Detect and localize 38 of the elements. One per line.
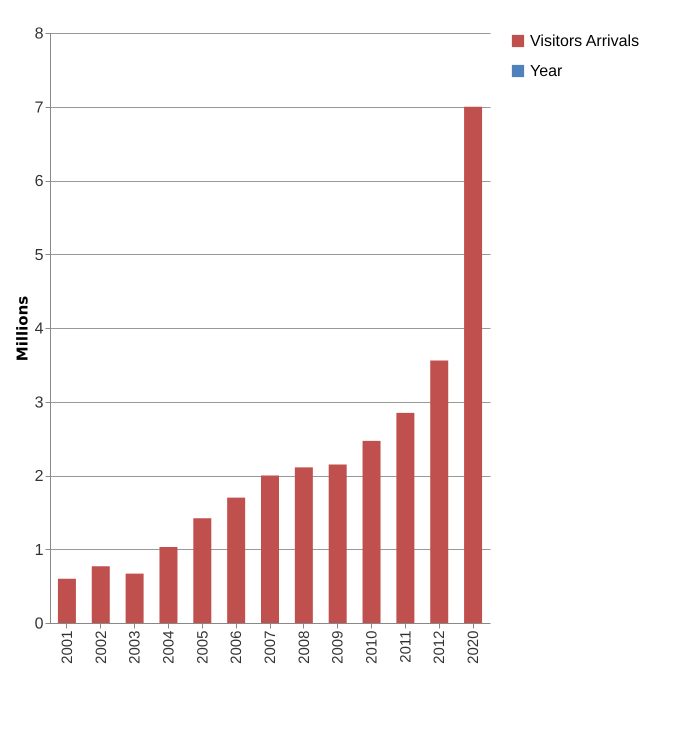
- bar: [464, 106, 482, 623]
- y-tick-label: 3: [34, 394, 44, 412]
- bar: [92, 566, 110, 623]
- bar: [193, 518, 212, 623]
- y-tick-label: 5: [34, 246, 44, 264]
- y-tick-label: 0: [34, 616, 44, 632]
- x-tick-label: 2008: [296, 630, 313, 664]
- legend-label: Visitors Arrivals: [530, 33, 640, 50]
- y-tick-label: 2: [34, 468, 44, 485]
- bar: [126, 574, 144, 623]
- x-tick-label: 2005: [194, 630, 212, 664]
- x-tick-label: 2010: [364, 630, 381, 664]
- bar: [430, 360, 448, 623]
- bar: [396, 412, 414, 623]
- x-tick-label: 2006: [228, 630, 246, 664]
- bar: [58, 578, 76, 623]
- y-tick-label: 8: [34, 26, 44, 42]
- x-tick-label: 2002: [92, 630, 110, 664]
- x-tick-label: 2004: [160, 630, 178, 664]
- y-tick-label: 4: [34, 320, 44, 338]
- y-tick-label: 7: [34, 99, 44, 116]
- x-tick-label: 2001: [58, 630, 76, 664]
- bar: [159, 547, 178, 623]
- legend-label: Year: [530, 63, 563, 80]
- x-tick-label: 2003: [126, 630, 144, 664]
- x-tick-label: 2007: [262, 630, 279, 664]
- bar: [227, 498, 246, 623]
- x-tick-label: 2020: [465, 630, 482, 664]
- x-tick-label: 2009: [330, 630, 347, 664]
- x-tick-label: 2012: [431, 630, 448, 664]
- bar: [294, 467, 313, 623]
- y-axis-title: Millions: [14, 296, 32, 362]
- bar: [261, 476, 279, 623]
- x-tick-label: 2011: [397, 630, 414, 663]
- y-tick-label: 1: [34, 542, 44, 559]
- bar: [362, 440, 381, 623]
- bar: [328, 464, 347, 623]
- y-tick-label: 6: [34, 173, 44, 190]
